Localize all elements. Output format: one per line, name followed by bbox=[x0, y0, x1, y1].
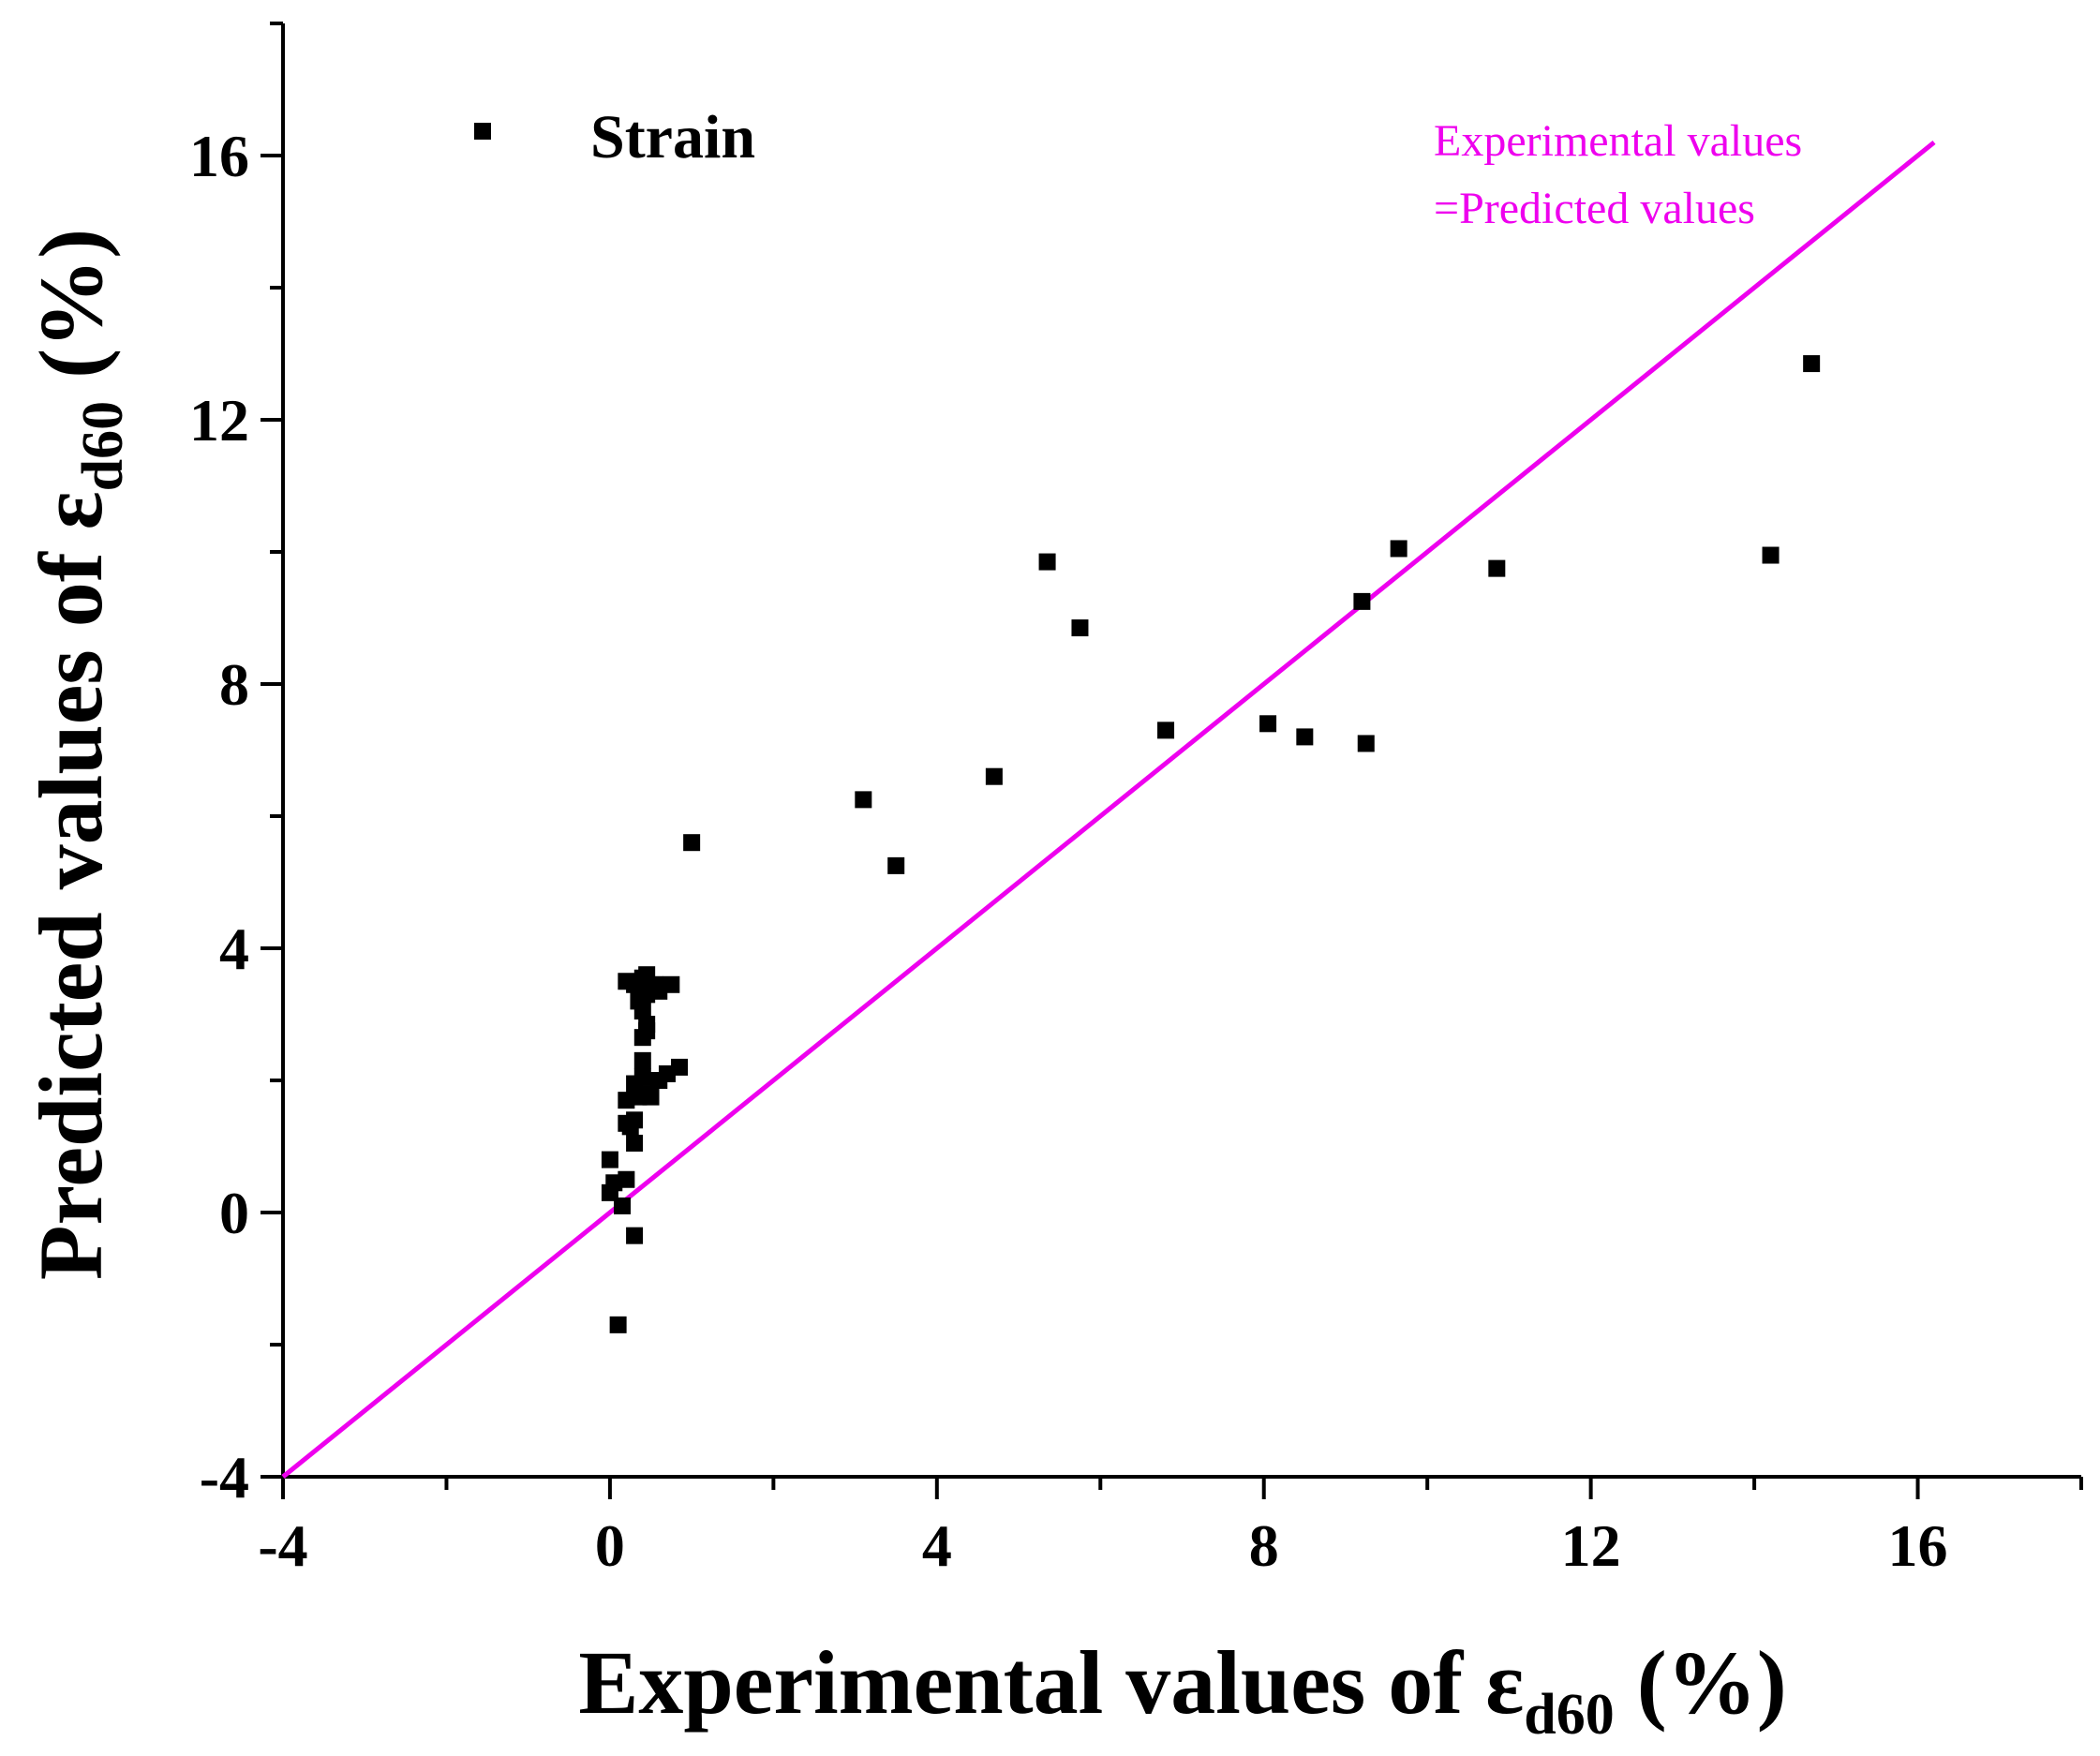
y-tick-label-0: 0 bbox=[219, 1180, 249, 1246]
data-point-0-43 bbox=[1296, 728, 1314, 746]
data-point-0-19 bbox=[671, 1058, 689, 1076]
data-point-0-16 bbox=[633, 1068, 651, 1086]
data-point-0-46 bbox=[1390, 540, 1407, 558]
y-tick-label-8: 8 bbox=[219, 651, 249, 718]
y-tick-label-16: 16 bbox=[189, 123, 249, 189]
data-point-0-47 bbox=[1488, 559, 1506, 577]
data-point-0-42 bbox=[1259, 715, 1277, 733]
y-tick-label-4: 4 bbox=[219, 915, 249, 982]
data-point-0-44 bbox=[1353, 592, 1371, 610]
x-axis-title: Experimental values of εd60 (%) bbox=[578, 1632, 1786, 1747]
data-point-0-35 bbox=[683, 834, 701, 852]
x-tick-label-12: 12 bbox=[1561, 1512, 1621, 1579]
y-tick-label-12: 12 bbox=[189, 387, 249, 454]
legend: Strain bbox=[474, 103, 755, 171]
data-point-0-2 bbox=[613, 1197, 631, 1214]
data-point-0-39 bbox=[1038, 553, 1056, 571]
reference-line-group bbox=[281, 140, 1936, 1479]
x-tick-label-4: 4 bbox=[922, 1512, 952, 1579]
data-point-0-6 bbox=[601, 1151, 618, 1168]
legend-label-strain: Strain bbox=[590, 103, 755, 171]
y-axis-title-main: Predicted values of ε bbox=[21, 491, 121, 1280]
data-point-0-40 bbox=[1071, 619, 1089, 637]
x-axis-title-main: Experimental values of ε bbox=[578, 1632, 1524, 1733]
y-axis-title-sub: d60 bbox=[71, 401, 135, 491]
reference-line-label-1: Experimental values bbox=[1434, 116, 1802, 166]
y-tick-label--4: -4 bbox=[200, 1444, 249, 1510]
reference-line-annotation: Experimental values =Predicted values bbox=[1434, 116, 1802, 233]
data-point-0-5 bbox=[618, 1170, 635, 1188]
x-axis-title-sub: d60 bbox=[1524, 1683, 1614, 1747]
axes bbox=[281, 23, 2081, 1479]
data-point-0-34 bbox=[663, 975, 680, 993]
data-point-0-7 bbox=[626, 1134, 644, 1152]
reference-line-label-2: =Predicted values bbox=[1434, 184, 1755, 233]
data-point-0-0 bbox=[609, 1316, 627, 1333]
data-point-0-38 bbox=[985, 767, 1003, 785]
x-tick-label--4: -4 bbox=[258, 1512, 307, 1579]
data-point-0-1 bbox=[626, 1227, 644, 1244]
data-point-0-49 bbox=[1803, 355, 1821, 373]
x-tick-label-8: 8 bbox=[1249, 1512, 1279, 1579]
data-point-0-36 bbox=[855, 791, 872, 809]
data-point-0-48 bbox=[1762, 546, 1780, 564]
data-point-0-14 bbox=[642, 1088, 660, 1106]
legend-marker-strain bbox=[474, 123, 491, 140]
axis-tick-labels: -4 0 4 8 12 16 -4 0 4 8 12 16 bbox=[189, 123, 1948, 1579]
reference-line bbox=[281, 140, 1936, 1479]
x-axis-title-suffix: (%) bbox=[1615, 1632, 1787, 1733]
y-axis-title-suffix: (%) bbox=[21, 229, 121, 401]
data-point-0-41 bbox=[1157, 722, 1175, 739]
data-point-0-20 bbox=[633, 1051, 651, 1069]
x-tick-label-0: 0 bbox=[595, 1512, 625, 1579]
x-tick-label-16: 16 bbox=[1888, 1512, 1948, 1579]
axis-ticks bbox=[261, 22, 2083, 1499]
data-point-0-10 bbox=[626, 1111, 644, 1129]
y-axis-title: Predicted values of εd60 (%) bbox=[21, 229, 135, 1280]
data-points bbox=[601, 355, 1821, 1333]
data-point-0-45 bbox=[1357, 735, 1375, 752]
data-point-0-23 bbox=[638, 1016, 656, 1034]
data-point-0-37 bbox=[887, 856, 905, 874]
